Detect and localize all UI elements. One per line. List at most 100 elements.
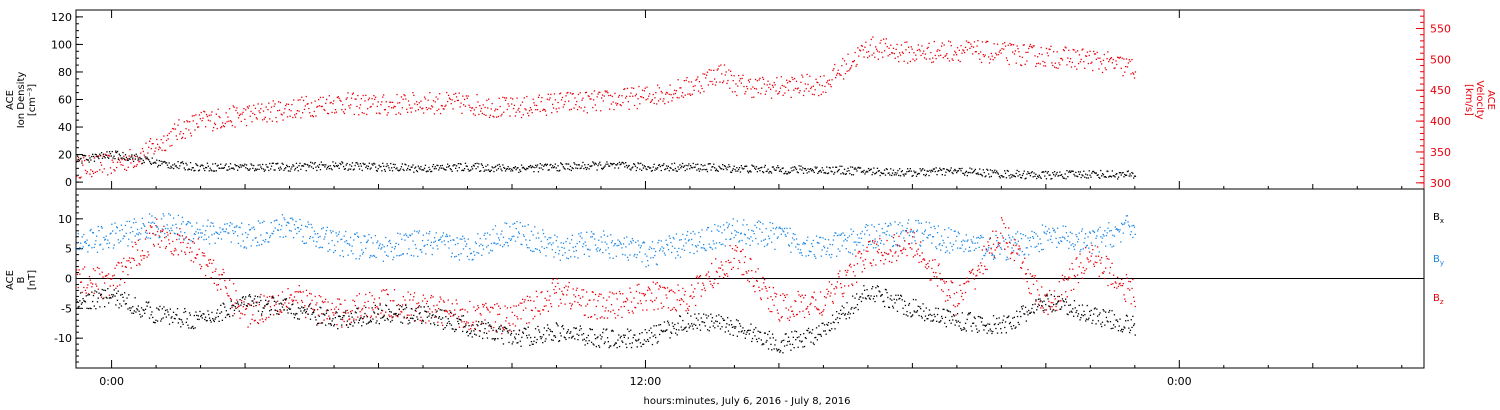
density-series-point	[530, 167, 532, 169]
by-series-point	[823, 245, 825, 247]
bz-series-point	[641, 292, 643, 295]
velocity-series-point	[990, 52, 992, 55]
density-series-point	[654, 169, 656, 171]
bz-series-point	[930, 279, 932, 281]
velocity-series-point	[176, 138, 178, 141]
by-series-point	[542, 229, 544, 231]
density-series-point	[1111, 170, 1113, 172]
density-series-point	[402, 168, 404, 171]
density-series-point	[883, 169, 886, 171]
density-series-point	[185, 162, 187, 164]
by-series-point	[164, 227, 167, 230]
velocity-series-point	[165, 139, 168, 142]
bz-series-point	[881, 254, 883, 256]
by-series-point	[110, 232, 112, 234]
density-series-point	[1014, 176, 1016, 178]
velocity-series-point	[450, 103, 452, 105]
by-series-point	[652, 256, 654, 259]
velocity-series-point	[235, 109, 237, 112]
velocity-series-point	[802, 94, 805, 97]
by-series-point	[329, 230, 332, 232]
velocity-series-point	[435, 96, 437, 98]
by-series-point	[371, 255, 373, 257]
by-series-point	[435, 232, 437, 234]
velocity-series-point	[254, 113, 256, 116]
by-series-point	[266, 232, 268, 234]
by-series-point	[667, 249, 670, 251]
by-series-point	[450, 239, 452, 242]
velocity-series-point	[179, 133, 181, 135]
density-series-point	[383, 165, 385, 167]
by-series-point	[831, 253, 833, 256]
density-series-point	[338, 167, 340, 169]
density-series-point	[831, 171, 833, 173]
velocity-series-point	[1078, 54, 1081, 56]
bz-series-point	[771, 299, 774, 301]
density-series-point	[497, 167, 500, 170]
density-series-point	[136, 155, 138, 157]
density-series-point	[270, 168, 272, 170]
density-series-point	[878, 170, 880, 172]
density-series-point	[665, 168, 667, 170]
density-series-point	[939, 167, 941, 169]
velocity-series-point	[775, 90, 777, 92]
density-series-point	[1107, 170, 1109, 173]
bz-series-point	[94, 269, 96, 272]
density-series-point	[245, 164, 248, 166]
density-series-point	[813, 171, 815, 174]
bz-series-point	[821, 314, 823, 316]
by-series-point	[898, 244, 900, 247]
density-series-point	[952, 172, 954, 175]
density-series-point	[229, 168, 231, 170]
velocity-series-point	[173, 123, 176, 125]
velocity-series-point	[731, 91, 734, 93]
velocity-series-point	[986, 40, 988, 42]
velocity-series-point	[89, 173, 91, 175]
density-series-point	[386, 163, 388, 165]
velocity-series-point	[689, 93, 691, 95]
bz-series-point	[982, 273, 984, 275]
density-series-point	[370, 167, 372, 169]
by-series-point	[331, 240, 333, 242]
by-series-point	[470, 253, 472, 255]
velocity-series-point	[113, 169, 115, 171]
density-series-point	[948, 170, 950, 172]
by-series-point	[597, 247, 599, 249]
by-series-point	[615, 255, 617, 257]
by-series-point	[310, 223, 312, 226]
density-series-point	[877, 170, 879, 172]
by-series-point	[695, 245, 697, 247]
bz-series-point	[836, 287, 838, 289]
density-series-point	[795, 168, 798, 171]
bz-series-point	[601, 316, 603, 318]
by-series-point	[392, 259, 394, 261]
by-series-point	[261, 221, 264, 224]
velocity-series-point	[630, 92, 632, 94]
bz-series-point	[290, 294, 292, 296]
density-series-point	[310, 166, 313, 168]
velocity-series-point	[1053, 51, 1055, 53]
velocity-series-point	[686, 77, 688, 79]
bz-series-point	[403, 317, 405, 319]
by-series-point	[1019, 249, 1021, 251]
by-series-point	[276, 219, 278, 221]
density-series-point	[456, 170, 459, 172]
bz-series-point	[773, 304, 775, 306]
bz-series-point	[286, 306, 288, 308]
density-series-point	[880, 171, 882, 174]
by-series-point	[254, 237, 256, 239]
bz-series-point	[364, 301, 366, 304]
velocity-series-point	[547, 93, 549, 95]
by-series-point	[247, 233, 249, 236]
bz-series-point	[935, 272, 937, 274]
velocity-series-point	[1126, 66, 1129, 68]
bz-series-point	[534, 307, 537, 309]
density-series-point	[348, 168, 350, 170]
by-series-point	[381, 247, 383, 249]
by-series-point	[171, 229, 173, 232]
velocity-series-point	[205, 114, 208, 116]
bz-series-point	[133, 259, 135, 261]
density-series-point	[506, 168, 508, 170]
bz-series-point	[208, 259, 210, 261]
density-series-point	[284, 168, 286, 170]
